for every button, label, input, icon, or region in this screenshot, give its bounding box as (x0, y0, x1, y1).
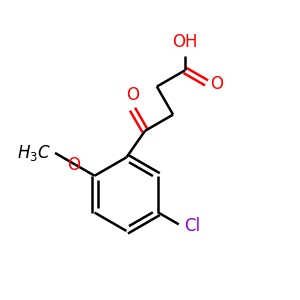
Text: O: O (210, 75, 223, 93)
Text: OH: OH (172, 33, 198, 51)
Text: $H_3C$: $H_3C$ (17, 143, 51, 163)
Text: O: O (126, 86, 139, 104)
Text: Cl: Cl (184, 217, 200, 235)
Text: O: O (68, 156, 80, 174)
